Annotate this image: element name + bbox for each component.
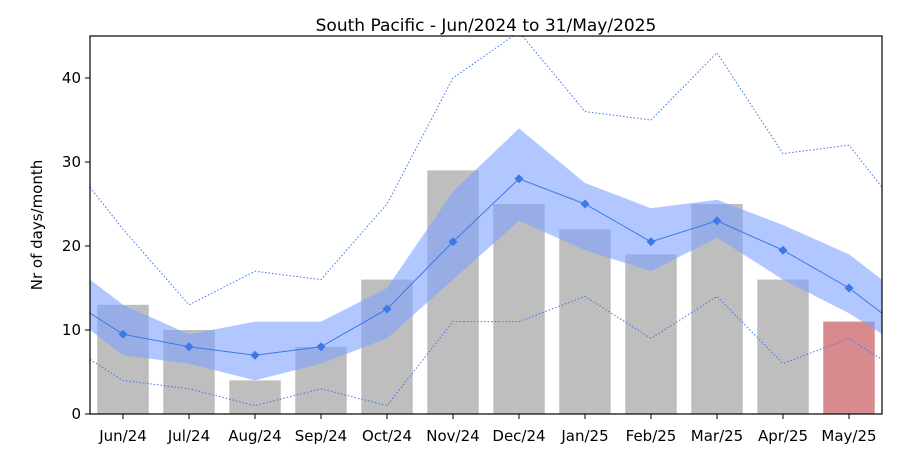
mean-marker xyxy=(844,283,854,293)
x-tick-label: Sep/24 xyxy=(295,427,347,445)
confidence-band xyxy=(90,128,882,381)
mean-marker xyxy=(316,342,326,352)
bar-may-25 xyxy=(823,321,875,414)
axes-frame xyxy=(89,35,883,415)
x-tick-label: Aug/24 xyxy=(228,427,281,445)
y-tick-label: 10 xyxy=(62,321,81,339)
mean-line xyxy=(90,178,882,356)
mean-marker xyxy=(514,174,524,184)
x-tick-label: Nov/24 xyxy=(426,427,479,445)
bar-jan-25 xyxy=(559,229,611,414)
bar-feb-25 xyxy=(625,254,677,414)
mean-marker xyxy=(646,237,656,247)
x-tick-label: Jul/24 xyxy=(167,427,210,445)
x-tick-label: Apr/25 xyxy=(758,427,808,445)
bar-aug-24 xyxy=(229,380,281,414)
y-axis-label: Nr of days/month xyxy=(28,160,46,291)
x-tick-label: Jun/24 xyxy=(98,427,147,445)
mean-marker xyxy=(580,199,590,209)
min-dotted-line xyxy=(90,295,882,407)
y-tick-label: 0 xyxy=(71,405,81,423)
mean-marker xyxy=(712,216,722,226)
mean-marker xyxy=(778,245,788,255)
mean-marker xyxy=(382,304,392,314)
x-tick-label: Mar/25 xyxy=(691,427,743,445)
y-tick-label: 20 xyxy=(62,237,81,255)
bar-dec-24 xyxy=(493,204,545,414)
plot-area xyxy=(90,36,882,414)
bar-apr-25 xyxy=(757,279,809,414)
y-tick-label: 40 xyxy=(62,69,81,87)
x-tick-label: Dec/24 xyxy=(492,427,545,445)
x-tick-label: Oct/24 xyxy=(362,427,412,445)
axes: 0 10 20 30 40 Jun/24 Jul/24 Aug/24 Sep/24 Oct/24 N… xyxy=(62,35,883,445)
mean-marker xyxy=(184,342,194,352)
x-tick-label: Jan/25 xyxy=(560,427,608,445)
y-tick-label: 30 xyxy=(62,153,81,171)
chart-title: South Pacific - Jun/2024 to 31/May/2025 xyxy=(316,16,657,36)
x-tick-label: May/25 xyxy=(821,427,876,445)
mean-marker xyxy=(448,237,458,247)
mean-marker xyxy=(118,329,128,339)
mean-marker xyxy=(250,350,260,360)
x-tick-label: Feb/25 xyxy=(626,427,677,445)
